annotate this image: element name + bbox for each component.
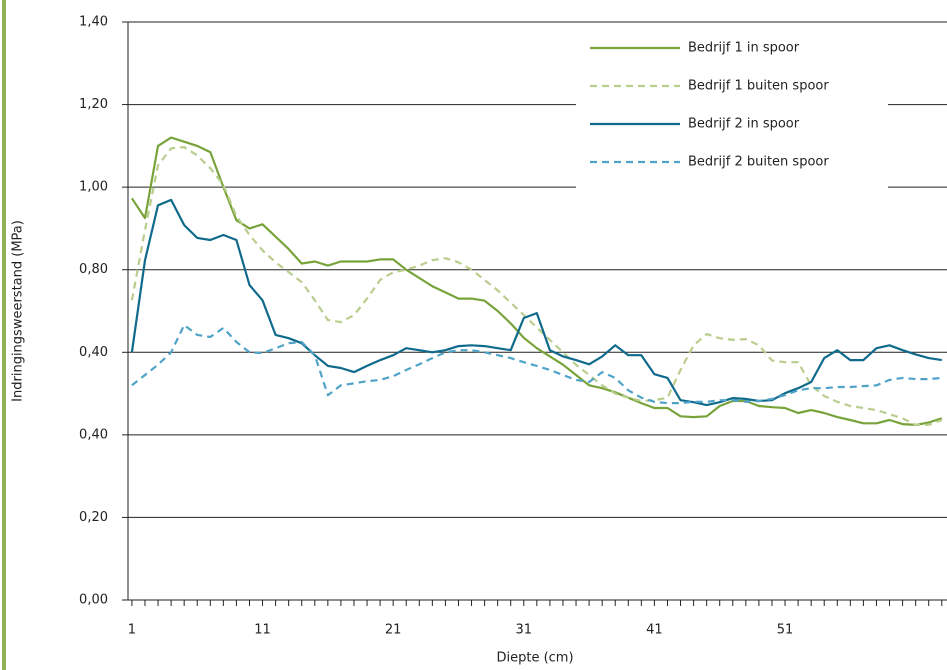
series-line — [131, 323, 942, 405]
legend-box — [576, 30, 888, 202]
x-tick-label: 31 — [516, 623, 533, 638]
legend-label: Bedrijf 1 in spoor — [688, 41, 800, 56]
y-tick-label: 0,40 — [79, 345, 108, 360]
x-tick-label: 1 — [128, 623, 136, 638]
series-line — [130, 198, 942, 407]
x-tick-label: 51 — [777, 623, 794, 638]
y-tick-label: 0,80 — [79, 262, 108, 277]
y-tick-label: 0,40 — [79, 427, 108, 442]
y-tick-label: 0,20 — [79, 510, 108, 525]
side-bar — [2, 0, 6, 670]
y-tick-label: 1,40 — [79, 15, 108, 30]
legend-label: Bedrijf 1 buiten spoor — [688, 79, 829, 94]
y-tick-label: 1,20 — [79, 97, 108, 112]
y-tick-label: 1,00 — [79, 180, 108, 195]
legend-label: Bedrijf 2 buiten spoor — [688, 155, 829, 170]
series-line — [130, 136, 943, 426]
y-tick-label: 0,00 — [79, 593, 108, 608]
x-axis-title: Diepte (cm) — [496, 651, 573, 666]
x-tick-label: 21 — [385, 623, 402, 638]
legend-label: Bedrijf 2 in spoor — [688, 117, 800, 132]
series-line — [130, 146, 943, 426]
x-tick-label: 41 — [646, 623, 663, 638]
x-tick-label: 11 — [254, 623, 271, 638]
y-axis-title: Indringingsweerstand (MPa) — [11, 220, 26, 402]
